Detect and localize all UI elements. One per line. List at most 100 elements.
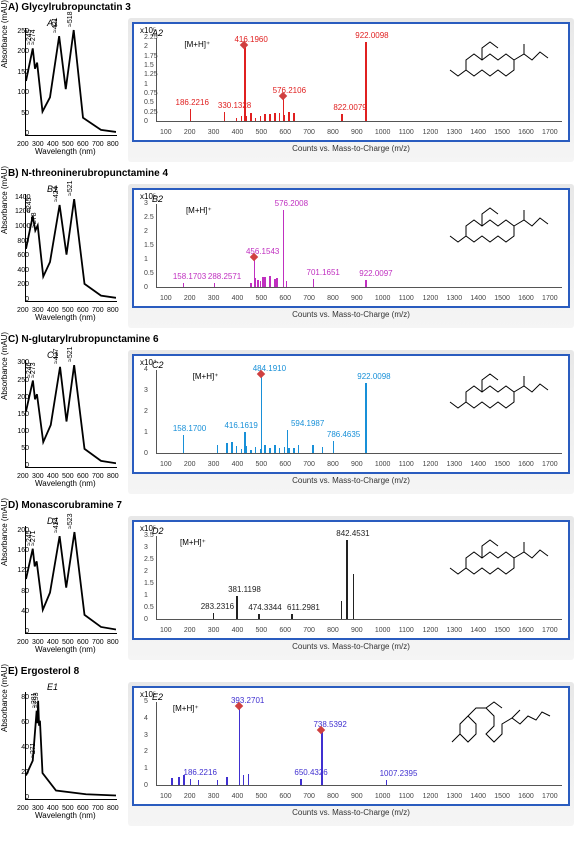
uv-peak-label: ≈271 [30,742,37,758]
ms-noise-peak [293,448,295,453]
uv-ytick: 800 [15,238,29,245]
structure-icon [442,196,562,258]
ms-peak-label: 186.2216 [184,768,217,777]
ms-peak [346,540,348,619]
ms-xtick: 400 [232,793,244,800]
uv-xlabel: Wavelength (nm) [35,811,96,820]
ms-peak [341,601,343,619]
ms-noise-peak [255,447,257,453]
ms-ytick: 4 [144,366,148,373]
ms-xtick: 700 [303,793,315,800]
uv-ytick: 40 [15,744,29,751]
ms-peak-label: 1007.2395 [380,769,418,778]
ms-ytick: 1 [144,429,148,436]
ms-peak-label: 283.2316 [201,602,234,611]
uv-panel: A1≈245≈274≈421≈5180501001502002502003004… [5,18,120,158]
uv-ytick: 1400 [15,194,29,201]
ms-ytick: 2.5 [144,214,154,221]
ms-ytick: 0.75 [144,90,158,97]
ms-xtick: 100 [160,129,172,136]
ms-noise-peak [231,442,233,453]
uv-panel: C1≈246≈273≈427≈5210501001502002503002003… [5,350,120,490]
uv-peak-label: ≈421 [52,18,59,34]
ms-peak [190,109,192,121]
structure-icon [442,528,562,590]
uv-xtick: 800 [107,473,119,480]
structure-icon [442,362,562,424]
uv-peak-label: ≈424 [53,186,60,202]
ms-peak [261,375,263,453]
ms-xtick: 1400 [470,461,486,468]
ms-xtick: 500 [255,129,267,136]
ms-xtick: 1000 [375,295,391,302]
ms-noise-peak [183,775,185,785]
uv-ytick: 50 [15,110,29,117]
ms-ytick: 1 [144,81,148,88]
ms-peak-label: 288.2571 [208,272,241,281]
uv-ytick: 250 [15,377,29,384]
ms-xtick: 100 [160,461,172,468]
ms-noise-peak [312,445,314,453]
ms-xtick: 1600 [518,295,534,302]
ms-peak-label: 416.1619 [224,421,257,430]
uv-xtick: 200 [17,473,29,480]
uv-ytick: 150 [15,411,29,418]
ms-ytick: 1.5 [144,62,154,69]
ms-xtick: 1100 [399,461,414,468]
ms-xtick: 1600 [518,461,534,468]
uv-ytick: 200 [15,48,29,55]
ms-peak-label: 416.1960 [234,35,267,44]
ms-ytick: 0.5 [144,99,154,106]
uv-peak-label: ≈293 [33,692,40,708]
ms-xtick: 200 [184,295,196,302]
ms-xtick: 1700 [542,793,558,800]
panel-row: D) Monascorubramine 7D1≈245≈271≈424≈5230… [0,498,579,664]
uv-ytick: 150 [15,69,29,76]
ms-peak [283,210,285,287]
ms-noise-peak [241,116,243,121]
ms-noise-peak [264,114,266,121]
ms-xlabel: Counts vs. Mass-to-Charge (m/z) [132,310,570,319]
uv-ytick: 50 [15,445,29,452]
ms-ytick: 2 [144,568,148,575]
ms-noise-peak [226,777,228,785]
ms-peak-label: 158.1700 [173,424,206,433]
uv-sublabel: E1 [47,682,58,692]
uv-ytick: 300 [15,359,29,366]
uv-xlabel: Wavelength (nm) [35,479,96,488]
ms-panel: x10⁵E2186.2216393.2701650.4326738.539210… [132,686,570,806]
ms-peak [224,112,226,121]
uv-ytick: 0 [15,628,29,635]
ms-xtick: 1200 [423,461,439,468]
ms-peak [291,614,293,619]
uv-xtick: 800 [107,141,119,148]
uv-ytick: 80 [15,694,29,701]
ms-xtick: 1200 [423,295,439,302]
panel-row: A) Glycylrubropunctatin 3A1≈245≈274≈421≈… [0,0,579,166]
ms-noise-peak [274,445,276,453]
ms-peak [333,441,335,453]
ms-xtick: 1300 [447,129,463,136]
ms-noise-peak [274,113,276,121]
ms-noise-peak [288,112,290,121]
ms-xtick: 400 [232,295,244,302]
uv-panel: E1≈271≈281≈29302040608020030040050060070… [5,682,120,822]
uv-ytick: 200 [15,394,29,401]
ms-xtick: 1400 [470,129,486,136]
ms-xtick: 900 [351,295,363,302]
ms-noise-peak [250,283,252,287]
uv-ylabel: Absorbance (mAU) [0,498,9,566]
ms-peak [321,731,323,785]
ms-xtick: 400 [232,461,244,468]
ms-xtick: 1500 [494,627,510,634]
ms-xtick: 1000 [375,627,391,634]
ms-noise-peak [248,774,250,785]
uv-xtick: 200 [17,805,29,812]
uv-plot: ≈245≈274≈421≈518 [25,28,117,136]
uv-ylabel: Absorbance (mAU) [0,166,9,234]
ms-xtick: 300 [208,295,220,302]
ms-xtick: 1000 [375,793,391,800]
ms-xtick: 1200 [423,129,439,136]
uv-plot: ≈245≈271≈424≈523 [25,526,117,634]
ms-noise-peak [171,778,173,785]
